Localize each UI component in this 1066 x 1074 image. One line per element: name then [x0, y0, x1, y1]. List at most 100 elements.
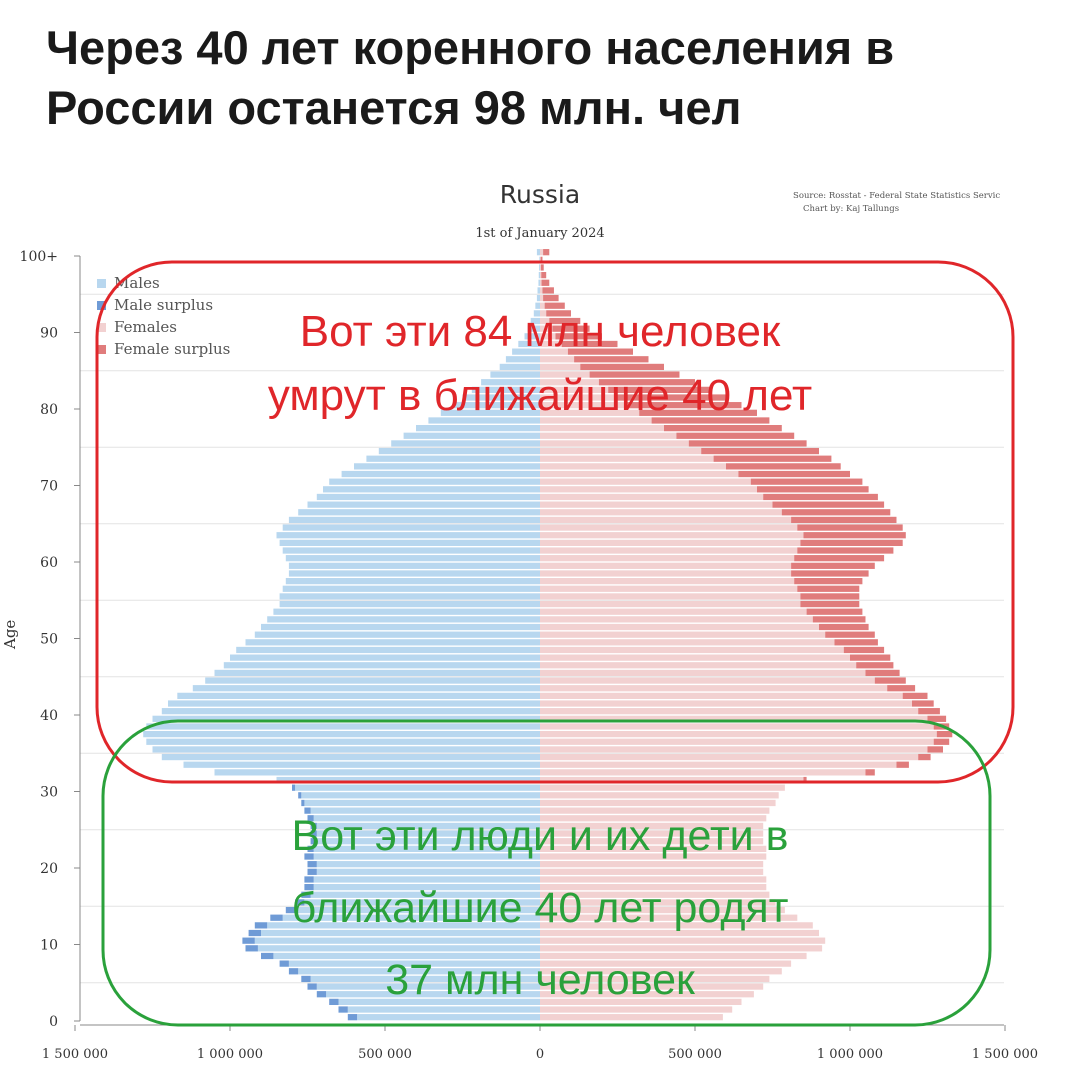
- female-bar: [540, 799, 776, 807]
- female-bar: [540, 868, 764, 875]
- headline: Через 40 лет коренного населения в Росси…: [46, 21, 895, 134]
- y-tick-label: 30: [40, 785, 58, 801]
- female-bar: [540, 639, 835, 646]
- female-bar: [540, 616, 813, 623]
- male-bar: [214, 669, 540, 677]
- female-surplus-bar: [797, 547, 894, 554]
- green-annotation-line: ближайшие 40 лет родят: [291, 884, 789, 932]
- female-surplus-bar: [912, 700, 934, 707]
- male-bar: [524, 333, 540, 340]
- male-bar: [537, 287, 540, 294]
- male-bar: [536, 249, 540, 256]
- male-surplus-bar: [301, 975, 311, 983]
- female-bar: [540, 960, 792, 967]
- female-bar: [540, 654, 850, 661]
- female-bar: [540, 310, 547, 317]
- female-bar: [540, 555, 795, 562]
- legend-label: Females: [114, 318, 177, 336]
- female-bar: [540, 922, 813, 929]
- male-bar: [288, 516, 540, 524]
- female-bar: [540, 731, 937, 738]
- male-surplus-bar: [254, 922, 268, 929]
- male-bar: [273, 608, 540, 615]
- female-surplus-bar: [567, 348, 633, 355]
- female-bar: [540, 333, 556, 340]
- male-bar: [357, 1014, 540, 1021]
- chart-source: Source: Rosstat - Federal State Statisti…: [793, 190, 1066, 216]
- female-bar: [540, 272, 542, 279]
- female-surplus-bar: [750, 478, 863, 485]
- female-surplus-bar: [791, 516, 897, 524]
- female-surplus-bar: [552, 325, 590, 332]
- male-bar: [527, 325, 540, 332]
- male-bar: [214, 769, 540, 776]
- female-surplus-bar: [918, 753, 931, 761]
- male-surplus-bar: [310, 830, 317, 837]
- male-bar: [329, 478, 540, 485]
- male-bar: [261, 929, 540, 937]
- female-surplus-bar: [865, 769, 875, 776]
- gridlines: [80, 293, 1004, 984]
- female-bar: [540, 249, 544, 256]
- male-surplus-bar: [304, 876, 314, 883]
- male-bar: [279, 539, 540, 546]
- female-surplus-bar: [772, 501, 885, 508]
- female-bar: [540, 769, 866, 776]
- female-bar: [540, 845, 767, 852]
- female-surplus-bar: [688, 440, 807, 447]
- female-surplus-bar: [927, 746, 943, 753]
- female-bar: [540, 524, 798, 531]
- male-bar: [490, 371, 540, 378]
- male-bar: [316, 493, 540, 501]
- female-surplus-bar: [850, 654, 891, 661]
- male-surplus-bar: [295, 899, 305, 906]
- male-bar: [304, 899, 540, 906]
- female-surplus-bar: [781, 509, 891, 516]
- female-bar: [540, 294, 544, 302]
- female-surplus-bar: [800, 593, 860, 600]
- female-surplus-bar: [865, 669, 900, 677]
- female-surplus-bar: [800, 600, 860, 608]
- x-tick-label: 500 000: [668, 1047, 722, 1062]
- male-bar: [403, 432, 540, 439]
- male-bar: [245, 639, 540, 646]
- male-surplus-bar: [338, 1006, 348, 1013]
- male-bar: [304, 799, 540, 807]
- female-bar: [540, 884, 767, 891]
- male-bar: [146, 723, 541, 730]
- chart-subtitle: 1st of January 2024: [475, 226, 605, 241]
- female-surplus-bar: [543, 249, 550, 256]
- female-surplus-bar: [803, 532, 906, 539]
- source-line: Source: Rosstat - Federal State Statisti…: [793, 191, 1001, 201]
- male-bar: [254, 937, 541, 944]
- female-bar: [540, 792, 779, 799]
- male-surplus-bar: [329, 998, 339, 1005]
- female-bar: [540, 753, 919, 761]
- female-bar: [540, 899, 776, 906]
- female-surplus-bar: [794, 578, 863, 585]
- male-bar: [183, 761, 540, 768]
- male-bar: [539, 256, 540, 263]
- male-bar: [313, 884, 540, 891]
- male-bar: [313, 853, 540, 860]
- female-bar: [540, 463, 726, 470]
- male-bar: [273, 952, 540, 960]
- male-bar: [416, 425, 540, 432]
- y-tick-label: 50: [40, 632, 58, 648]
- y-tick-label: 40: [40, 708, 58, 724]
- male-bar: [538, 279, 540, 286]
- female-surplus-bar: [626, 402, 742, 409]
- female-bar: [540, 302, 545, 309]
- female-surplus-bar: [544, 302, 565, 309]
- female-bar: [540, 807, 770, 814]
- male-bar: [288, 562, 540, 569]
- female-surplus-bar: [546, 310, 571, 317]
- female-bar: [540, 1006, 733, 1013]
- female-bar: [540, 340, 562, 348]
- female-bar: [540, 501, 773, 508]
- female-bar: [540, 516, 792, 524]
- female-bar: [540, 447, 702, 455]
- male-bar: [530, 317, 540, 325]
- female-bar: [540, 394, 618, 401]
